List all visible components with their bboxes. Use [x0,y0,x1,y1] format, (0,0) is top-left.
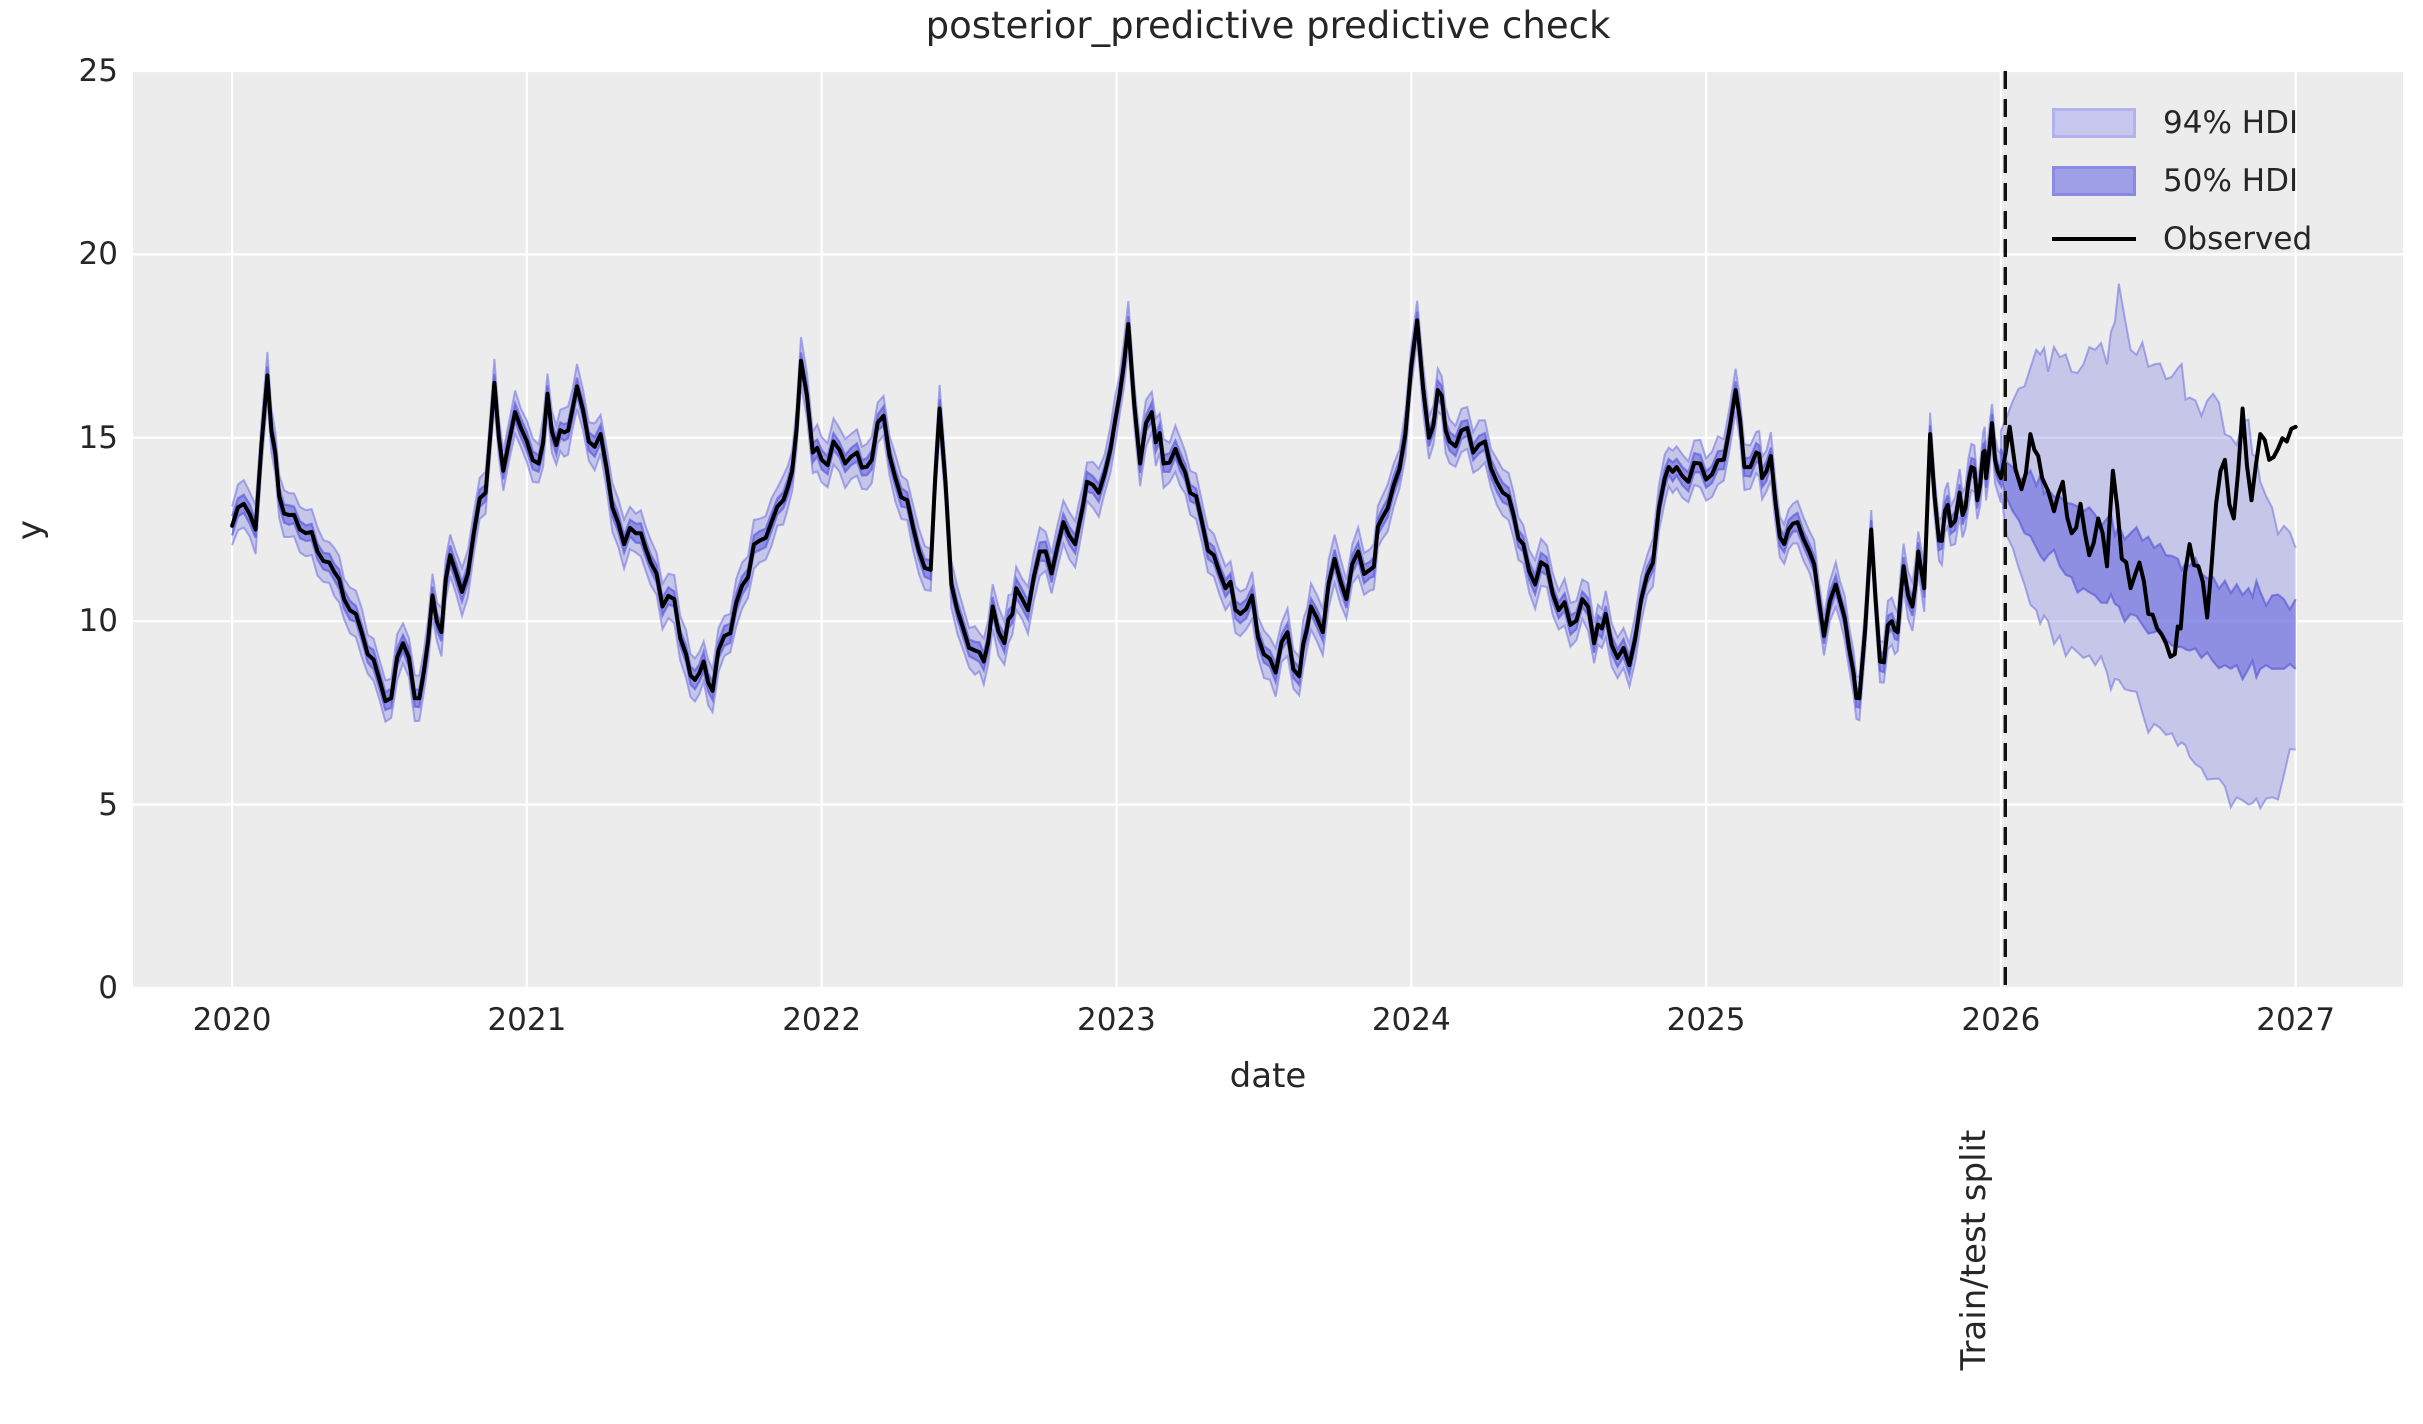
hdi94-swatch-icon [2052,108,2136,138]
x-tick-label: 2023 [1077,1002,1156,1038]
x-tick-label: 2025 [1666,1002,1746,1038]
legend-row-observed: Observed [2052,210,2312,268]
chart-title: posterior_predictive predictive check [925,4,1611,47]
observed-line [230,318,2298,704]
y-tick-label: 5 [98,786,118,823]
legend-row-94-hdi: 94% HDI [2052,94,2312,152]
legend: 94% HDI 50% HDI Observed [2052,94,2312,268]
y-axis-label: y [10,519,50,541]
x-tick-label: 2026 [1961,1002,2041,1038]
y-tick-label: 25 [78,53,118,89]
legend-label-50-hdi: 50% HDI [2163,163,2299,199]
legend-label-94-hdi: 94% HDI [2163,105,2299,141]
x-tick-label: 2027 [2256,1002,2336,1038]
legend-label-observed: Observed [2163,221,2313,257]
y-tick-label: 15 [78,419,118,456]
x-tick-label: 2020 [192,1002,272,1038]
x-tick-label: 2021 [487,1002,567,1038]
hdi50-swatch-icon [2052,166,2136,196]
x-tick-label: 2022 [782,1002,862,1038]
hdi-94-upper-edge [231,283,2297,682]
hdi-94-lower-edge [231,339,2296,811]
y-tick-label: 0 [98,970,118,1006]
x-axis-label: date [1229,1056,1307,1096]
observed-line-swatch-icon [2052,237,2136,241]
train-test-split-label: Train/test split [1954,1129,1994,1371]
y-tick-label: 20 [78,236,118,273]
plot-area [133,71,2403,988]
x-tick-label: 2024 [1371,1002,1451,1038]
y-tick-label: 10 [78,603,118,640]
legend-row-50-hdi: 50% HDI [2052,152,2312,210]
chart-canvas [133,71,2403,988]
hdi-94-band [232,283,2296,809]
